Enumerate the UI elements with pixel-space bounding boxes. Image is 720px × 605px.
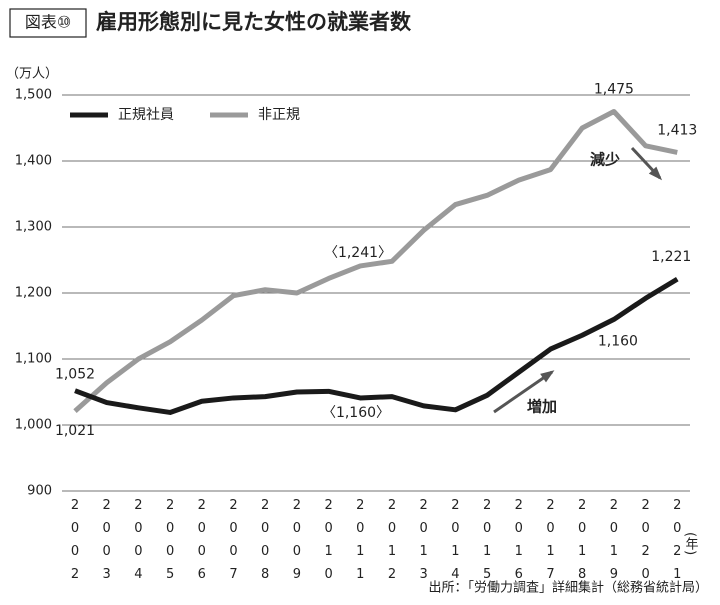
data-label: 1,413 [657,122,697,138]
legend-label: 正規社員 [118,107,174,123]
x-tick-label: 2009 [289,498,304,590]
x-tick-label: 2015 [480,498,495,590]
arrow-head [648,166,663,181]
y-tick-label: 1,500 [15,88,52,103]
annotation: 〈1,160〉 [322,405,390,421]
x-tick-label: 2011 [353,498,368,590]
y-tick-label: 1,300 [15,220,52,235]
annotation: 〈1,241〉 [324,245,392,261]
data-label: 1,160 [598,333,638,349]
y-tick-label: 1,200 [15,286,52,301]
y-tick-label: 1,000 [15,418,52,433]
x-tick-label: 2021 [670,498,685,590]
x-tick-label: 2006 [194,498,209,590]
annotation: 減少 [590,151,620,169]
x-tick-label: 2007 [226,498,241,590]
x-tick-label: 2004 [131,498,146,590]
figure-label: 図表⑩ [25,13,71,32]
x-tick-label: 2010 [321,498,336,590]
x-tick-label: 2002 [68,498,83,590]
chart-title: 雇用形態別に見た女性の就業者数 [96,10,412,34]
arrow-shaft [493,370,553,414]
y-unit: （万人） [6,67,58,82]
legend-label: 非正規 [258,107,300,123]
x-tick-label: 2014 [448,498,463,590]
data-label: 1,475 [594,82,634,98]
x-tick-label: 2008 [258,498,273,590]
x-tick-label: 2016 [511,498,526,590]
series-line [73,109,678,414]
annotation: 増加 [527,398,557,416]
x-tick-label: 2017 [543,498,558,590]
data-label: 1,021 [55,423,95,439]
y-tick-label: 1,100 [15,352,52,367]
y-tick-label: 900 [27,484,52,499]
x-tick-label: 2013 [416,498,431,590]
x-tick-label: 2020 [638,498,653,590]
y-tick-label: 1,400 [15,154,52,169]
x-tick-label: 2018 [575,498,590,590]
data-label: 1,221 [651,249,691,265]
x-tick-label: 2003 [99,498,114,590]
x-tick-label: 2005 [163,498,178,590]
x-tick-label: 2019 [606,498,621,590]
x-tick-label: 2012 [385,498,400,590]
arrow-head [540,370,555,383]
data-label: 1,052 [55,367,95,383]
figure-label-box [9,8,87,38]
x-unit: (年) [683,532,699,555]
source: 出所：「労働力調査」詳細集計（総務省統計局） [428,580,708,596]
series-line [74,276,679,415]
